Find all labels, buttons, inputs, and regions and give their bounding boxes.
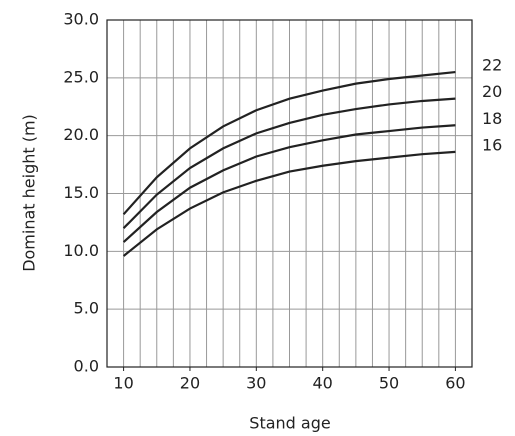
y-tick-label: 10.0 bbox=[63, 241, 99, 260]
plot-frame bbox=[106, 19, 473, 368]
y-tick-label: 30.0 bbox=[63, 10, 99, 29]
y-tick-label: 15.0 bbox=[63, 183, 99, 202]
y-axis-title: Dominat height (m) bbox=[20, 114, 39, 272]
x-tick-label: 50 bbox=[379, 374, 399, 393]
y-tick-label: 20.0 bbox=[63, 125, 99, 144]
x-tick-label: 20 bbox=[180, 374, 200, 393]
x-tick-label: 10 bbox=[113, 374, 133, 393]
series-line bbox=[122, 124, 456, 243]
x-tick-label: 60 bbox=[445, 374, 465, 393]
series-label: 20 bbox=[482, 82, 502, 101]
series-line bbox=[122, 150, 456, 257]
series-line bbox=[122, 97, 456, 229]
x-tick-label: 40 bbox=[313, 374, 333, 393]
x-axis-title: Stand age bbox=[249, 414, 330, 433]
y-tick-label: 25.0 bbox=[63, 67, 99, 86]
y-tick-label: 0.0 bbox=[74, 357, 99, 376]
y-tick-label: 5.0 bbox=[74, 299, 99, 318]
series-line bbox=[122, 70, 456, 216]
series-label: 16 bbox=[482, 135, 502, 154]
series-label: 18 bbox=[482, 109, 502, 128]
x-tick-label: 30 bbox=[246, 374, 266, 393]
series-label: 22 bbox=[482, 56, 502, 75]
